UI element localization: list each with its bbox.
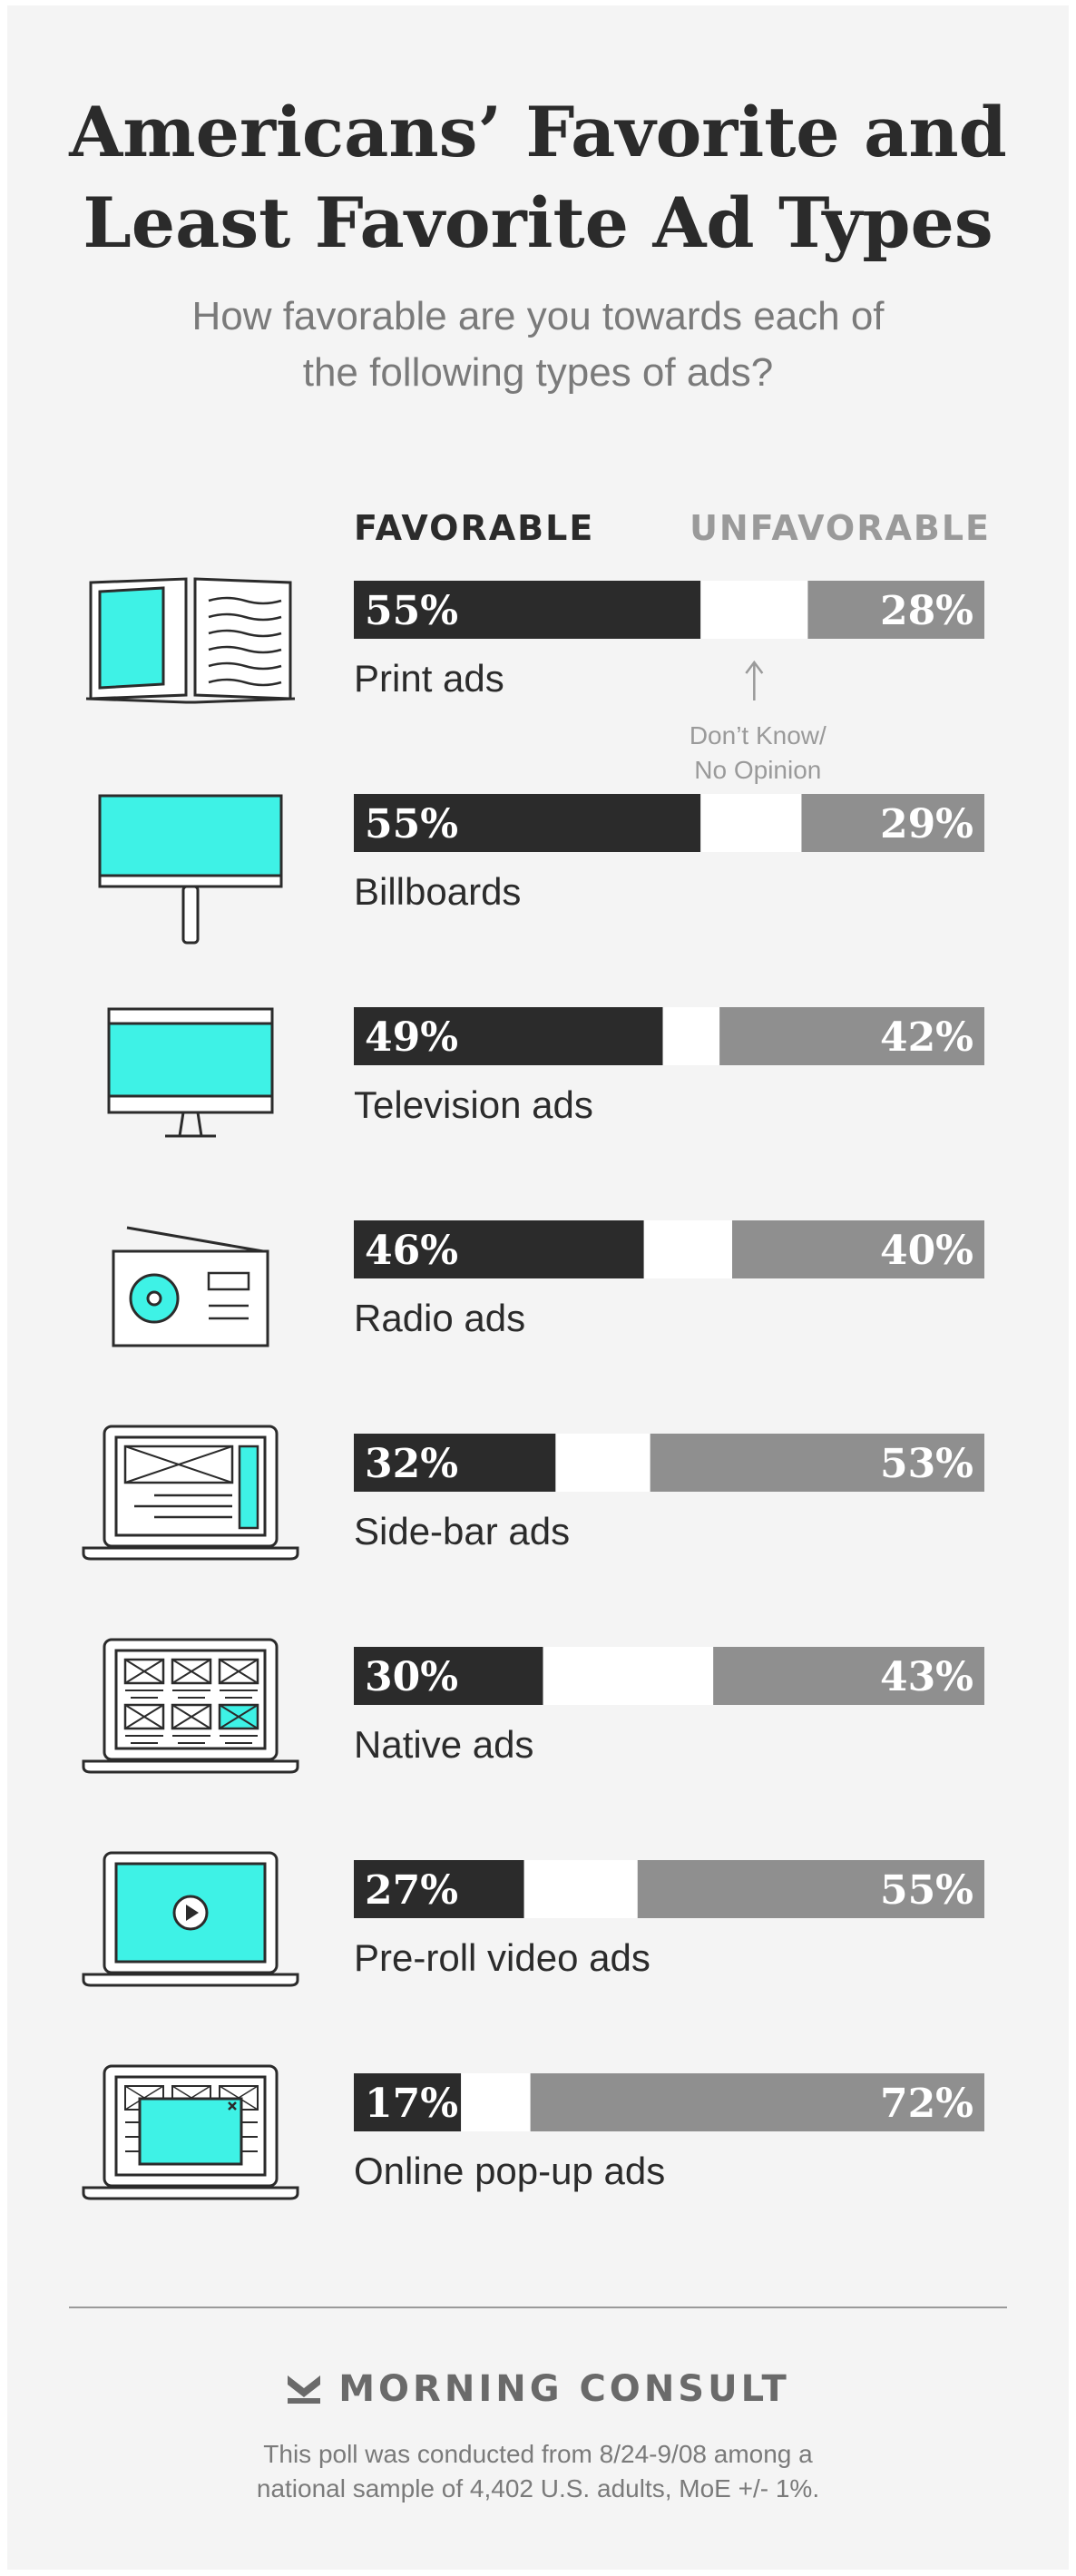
subtitle-line-1: How favorable are you towards each of bbox=[191, 294, 885, 338]
label-favorable: 49% bbox=[365, 1014, 458, 1061]
television-icon bbox=[107, 1007, 274, 1138]
category-label: Native ads bbox=[354, 1723, 533, 1766]
billboard-icon bbox=[98, 794, 283, 945]
bar-unfavorable bbox=[650, 1434, 984, 1492]
category-label: Print ads bbox=[354, 657, 504, 700]
category-label: Pre-roll video ads bbox=[354, 1936, 650, 1979]
bar-unfavorable bbox=[713, 1647, 984, 1705]
label-unfavorable: 40% bbox=[880, 1228, 973, 1274]
laptop-grid-icon bbox=[82, 1638, 299, 1774]
annotation-dont-know: Don’t Know/ bbox=[690, 721, 827, 749]
label-unfavorable: 53% bbox=[880, 1441, 973, 1487]
label-unfavorable: 42% bbox=[880, 1014, 973, 1061]
label-unfavorable: 43% bbox=[880, 1654, 973, 1700]
bar-dont-know bbox=[643, 1220, 732, 1278]
footnote-line-2: national sample of 4,402 U.S. adults, Mo… bbox=[256, 2474, 820, 2503]
bar-favorable bbox=[354, 1860, 524, 1918]
bar-dont-know bbox=[543, 1647, 714, 1705]
page-subtitle: How favorable are you towards each of th… bbox=[0, 289, 1076, 401]
label-favorable: 17% bbox=[365, 2081, 458, 2127]
page-title: Americans’ Favorite and Least Favorite A… bbox=[0, 87, 1076, 269]
bar-favorable bbox=[354, 1647, 543, 1705]
bar-unfavorable bbox=[807, 581, 984, 639]
footer-divider bbox=[69, 2307, 1007, 2308]
label-favorable: 32% bbox=[365, 1441, 458, 1487]
annotation-dont-know: No Opinion bbox=[694, 756, 821, 784]
label-favorable: 27% bbox=[365, 1867, 458, 1914]
label-favorable: 55% bbox=[365, 801, 458, 847]
category-label: Billboards bbox=[354, 870, 521, 913]
open-book-icon bbox=[85, 577, 296, 704]
category-label: Radio ads bbox=[354, 1297, 525, 1339]
bar-unfavorable bbox=[637, 1860, 984, 1918]
bar-unfavorable bbox=[801, 794, 984, 852]
category-label: Online pop-up ads bbox=[354, 2150, 665, 2192]
legend-favorable: FAVORABLE bbox=[354, 508, 595, 548]
label-unfavorable: 72% bbox=[880, 2081, 973, 2127]
laptop-sidebar-icon bbox=[82, 1425, 299, 1561]
label-unfavorable: 29% bbox=[880, 801, 973, 847]
label-favorable: 46% bbox=[365, 1228, 458, 1274]
brand-logo: MORNING CONSULT bbox=[0, 2368, 1076, 2410]
bar-dont-know bbox=[700, 581, 808, 639]
laptop-video-icon bbox=[82, 1851, 299, 1987]
footnote: This poll was conducted from 8/24-9/08 a… bbox=[0, 2437, 1076, 2506]
bar-dont-know bbox=[461, 2073, 531, 2131]
annotation-arrow bbox=[745, 660, 764, 700]
title-line-2: Least Favorite Ad Types bbox=[83, 182, 993, 263]
bar-favorable bbox=[354, 794, 701, 852]
bar-favorable bbox=[354, 1220, 644, 1278]
bar-favorable bbox=[354, 1007, 663, 1065]
bar-favorable bbox=[354, 581, 701, 639]
laptop-popup-icon bbox=[82, 2064, 299, 2200]
category-label: Side-bar ads bbox=[354, 1510, 570, 1552]
bar-dont-know bbox=[555, 1434, 650, 1492]
footnote-line-1: This poll was conducted from 8/24-9/08 a… bbox=[263, 2440, 813, 2468]
label-favorable: 55% bbox=[365, 588, 458, 634]
category-label: Television ads bbox=[354, 1083, 593, 1126]
bar-unfavorable bbox=[732, 1220, 984, 1278]
title-line-1: Americans’ Favorite and bbox=[69, 92, 1007, 172]
bar-unfavorable bbox=[530, 2073, 984, 2131]
legend-unfavorable: UNFAVORABLE bbox=[690, 508, 991, 548]
radio-icon bbox=[112, 1226, 269, 1347]
subtitle-line-2: the following types of ads? bbox=[302, 350, 774, 395]
label-favorable: 30% bbox=[365, 1654, 458, 1700]
bar-favorable bbox=[354, 1434, 556, 1492]
bar-dont-know bbox=[662, 1007, 720, 1065]
morning-consult-logo-icon bbox=[288, 2375, 321, 2404]
label-unfavorable: 55% bbox=[880, 1867, 973, 1914]
label-unfavorable: 28% bbox=[880, 588, 973, 634]
bar-unfavorable bbox=[719, 1007, 984, 1065]
brand-name: MORNING CONSULT bbox=[338, 2368, 790, 2410]
bar-dont-know bbox=[523, 1860, 638, 1918]
bar-dont-know bbox=[700, 794, 802, 852]
bar-favorable bbox=[354, 2073, 462, 2131]
